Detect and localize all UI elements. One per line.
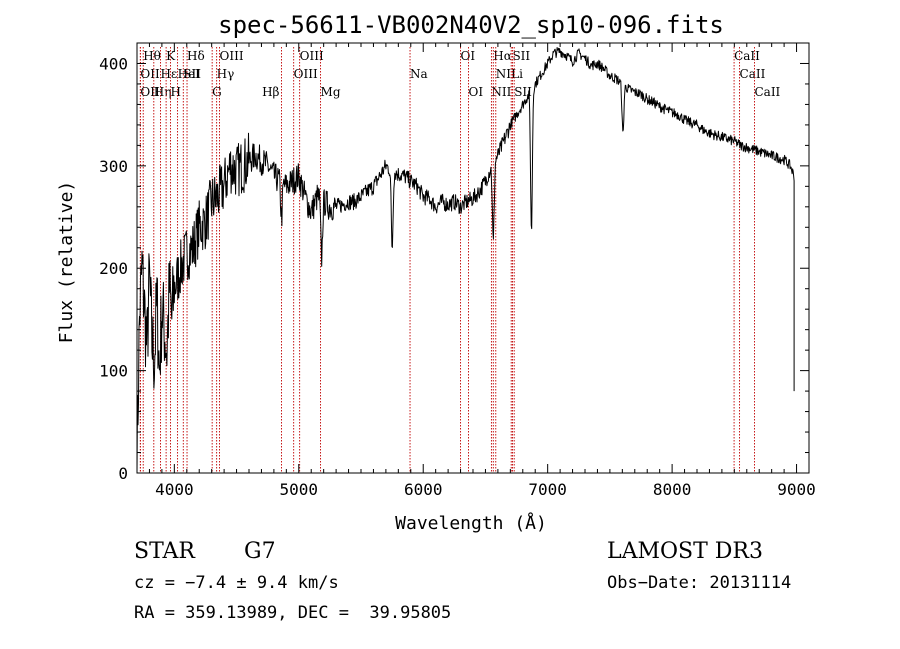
spectrum-line: [136, 47, 795, 474]
marker-label-8: SII: [183, 67, 201, 81]
coordinates: RA = 359.13989, DEC = 39.95805: [134, 603, 452, 623]
chart-title: spec-56611-VB002N40V2_sp10-096.fits: [218, 11, 724, 39]
y-tick-label-2: 200: [99, 259, 128, 278]
marker-label-11: Hγ: [217, 67, 235, 81]
marker-label-19: OI: [469, 85, 484, 99]
x-tick-label-0: 4000: [155, 480, 194, 499]
y-tick-label-1: 100: [99, 362, 128, 381]
x-tick-label-1: 5000: [280, 480, 319, 499]
x-tick-label-4: 8000: [653, 480, 692, 499]
marker-label-17: Na: [410, 67, 428, 81]
marker-label-0: Hθ: [143, 49, 161, 63]
marker-label-1: OII: [140, 67, 160, 81]
x-axis-label: Wavelength (Å): [395, 512, 547, 534]
survey-name: LAMOST DR3: [607, 539, 763, 564]
marker-label-21: Hα: [493, 49, 512, 63]
redshift-velocity: cz = −7.4 ± 9.4 km/s: [134, 573, 339, 593]
line-markers: HθOIIOIIHηHεKHHeISIIHδGHγOIIIHβOIIIOIIIM…: [139, 47, 781, 473]
object-subclass: G7: [244, 539, 276, 564]
marker-label-4: Hε: [161, 67, 178, 81]
marker-label-9: Hδ: [187, 49, 205, 63]
marker-label-16: Mg: [321, 85, 341, 99]
marker-label-14: OIII: [294, 67, 318, 81]
x-tick-label-2: 6000: [404, 480, 443, 499]
y-tick-label-4: 400: [99, 54, 128, 73]
spectrum-curve-layer: [136, 47, 795, 474]
y-tick-label-3: 300: [99, 157, 128, 176]
marker-label-24: SII: [512, 49, 530, 63]
x-tick-label-5: 9000: [777, 480, 816, 499]
marker-label-15: OIII: [300, 49, 324, 63]
marker-label-27: CaII: [740, 67, 766, 81]
marker-label-2: OII: [140, 85, 160, 99]
object-class: STAR: [134, 539, 195, 564]
marker-label-5: K: [166, 49, 176, 63]
marker-label-20: NII: [491, 85, 511, 99]
x-tick-label-3: 7000: [528, 480, 567, 499]
y-tick-label-0: 0: [118, 464, 128, 483]
marker-label-18: OI: [461, 49, 476, 63]
marker-label-6: H: [170, 85, 180, 99]
observation-date: Obs−Date: 20131114: [607, 573, 792, 593]
marker-label-23: Li: [511, 67, 523, 81]
y-axis-label: Flux (relative): [56, 181, 77, 344]
marker-label-26: CaII: [734, 49, 760, 63]
plot-frame: [136, 42, 810, 474]
marker-label-28: CaII: [754, 85, 780, 99]
marker-label-13: Hβ: [262, 85, 279, 99]
marker-label-12: OIII: [220, 49, 244, 63]
axis-ticks: 4000 5000 6000 7000 8000 9000 0 100 200 300 400: [99, 42, 816, 499]
marker-label-3: Hη: [154, 85, 172, 99]
